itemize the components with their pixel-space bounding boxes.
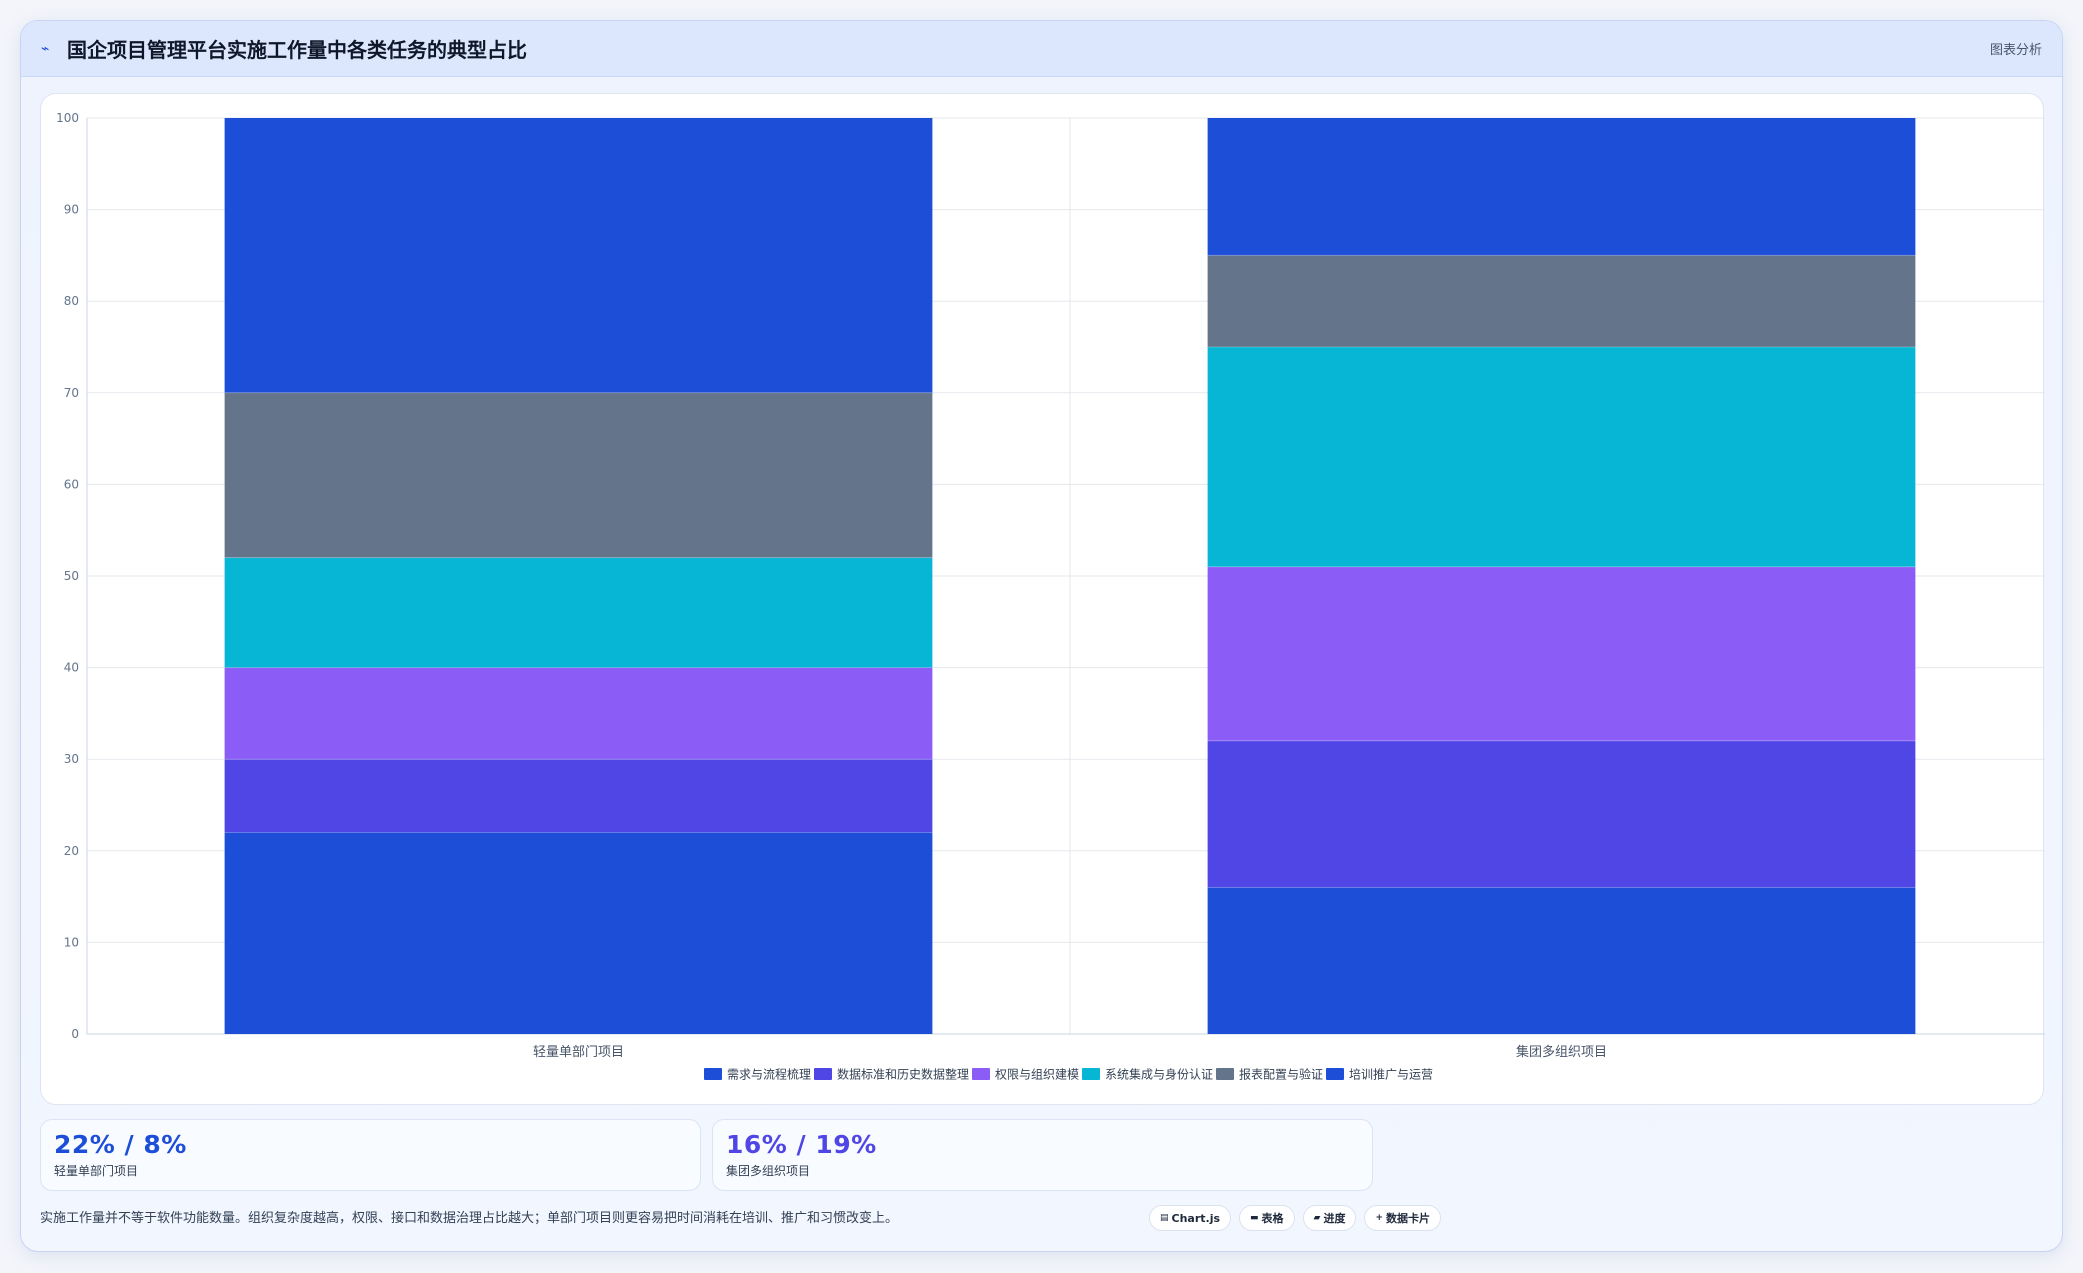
legend-swatch [1082,1068,1100,1080]
legend-label: 权限与组织建模 [995,1068,1079,1082]
legend-swatch [972,1068,990,1080]
legend-label: 系统集成与身份认证 [1105,1067,1213,1082]
bar-segment [224,392,933,558]
page-title: 国企项目管理平台实施工作量中各类任务的典型占比 [67,38,527,62]
chart-line-icon: ⌁ [41,40,50,57]
pill-label: 数据卡片 [1386,1212,1431,1225]
legend-label: 报表配置与验证 [1239,1067,1323,1082]
bar-segment [224,557,933,668]
stat-value: 16% / 19% [726,1130,877,1159]
stat-value: 22% / 8% [54,1130,187,1159]
bar-segment [1207,347,1916,567]
y-tick-label: 80 [64,294,79,308]
view-switcher: ▤ Chart.js ▬ 表格 ▰ 进度 + 数据卡片 [1149,1205,1442,1231]
y-tick-label: 70 [64,386,79,400]
legend-label: 数据标准和历史数据整理 [837,1067,969,1082]
y-tick-label: 30 [64,752,79,766]
stacked-bar-chart: 0 10 20 30 40 50 60 70 80 90 100 轻量单部门项目 集团多组织项目需求与流… [56,111,2045,1082]
x-tick-label: 轻量单部门项目 [533,1045,624,1060]
bar-segment [1207,255,1916,347]
pill-label: Chart.js [1171,1211,1221,1225]
y-tick-label: 100 [56,111,79,125]
legend-swatch [1326,1068,1344,1080]
bar-segment [1207,887,1916,1034]
legend-label: 需求与流程梳理 [727,1067,811,1082]
chart-icon: ▤ [1160,1213,1169,1223]
legend-swatch [1216,1068,1234,1080]
pill-label: 表格 [1261,1212,1284,1225]
stat-card-group: 16% / 19% 集团多组织项目 [712,1119,1373,1191]
chart-panel: ⌁ 国企项目管理平台实施工作量中各类任务的典型占比 图表分析 0 10 20 30 40… [20,20,2063,1252]
pill-data-card[interactable]: + 数据卡片 [1364,1205,1442,1231]
plus-icon: + [1375,1213,1384,1223]
y-tick-label: 40 [64,661,79,675]
bar-segment [1207,740,1916,888]
bar-segment [224,667,933,760]
legend-swatch [814,1068,832,1080]
table-icon: ▬ [1250,1213,1259,1223]
x-tick-label: 集团多组织项目 [1516,1044,1607,1060]
stat-label: 集团多组织项目 [726,1164,811,1178]
stat-card-light: 22% / 8% 轻量单部门项目 [40,1119,701,1191]
footnote: 实施工作量并不等于软件功能数量。组织复杂度越高，权限、接口和数据治理占比越大；单… [40,1211,899,1226]
y-tick-label: 90 [64,203,79,217]
stat-label: 轻量单部门项目 [54,1164,139,1178]
y-tick-label: 50 [64,569,79,583]
pill-label: 进度 [1323,1212,1346,1225]
y-tick-label: 20 [64,844,79,858]
pill-chartjs[interactable]: ▤ Chart.js [1149,1205,1232,1231]
legend-swatch [704,1068,722,1080]
bar-segment [224,118,933,393]
y-tick-label: 10 [64,935,79,949]
progress-icon: ▰ [1313,1213,1321,1223]
pill-table[interactable]: ▬ 表格 [1239,1205,1295,1231]
legend-label: 培训推广与运营 [1349,1067,1433,1082]
y-tick-label: 0 [71,1027,79,1041]
bar-segment [1207,566,1916,741]
y-tick-label: 60 [64,477,79,491]
pill-progress[interactable]: ▰ 进度 [1302,1205,1357,1231]
bar-segment [224,832,933,1034]
chart-card: 0 10 20 30 40 50 60 70 80 90 100 轻量单部门项目 集团多组织项目需求与流… [40,93,2045,1105]
chart-analysis-label[interactable]: 图表分析 [1989,43,2042,58]
bar-segment [1207,118,1916,256]
bar-segment [224,759,933,833]
panel-header: ⌁ 国企项目管理平台实施工作量中各类任务的典型占比 图表分析 [21,21,2062,77]
